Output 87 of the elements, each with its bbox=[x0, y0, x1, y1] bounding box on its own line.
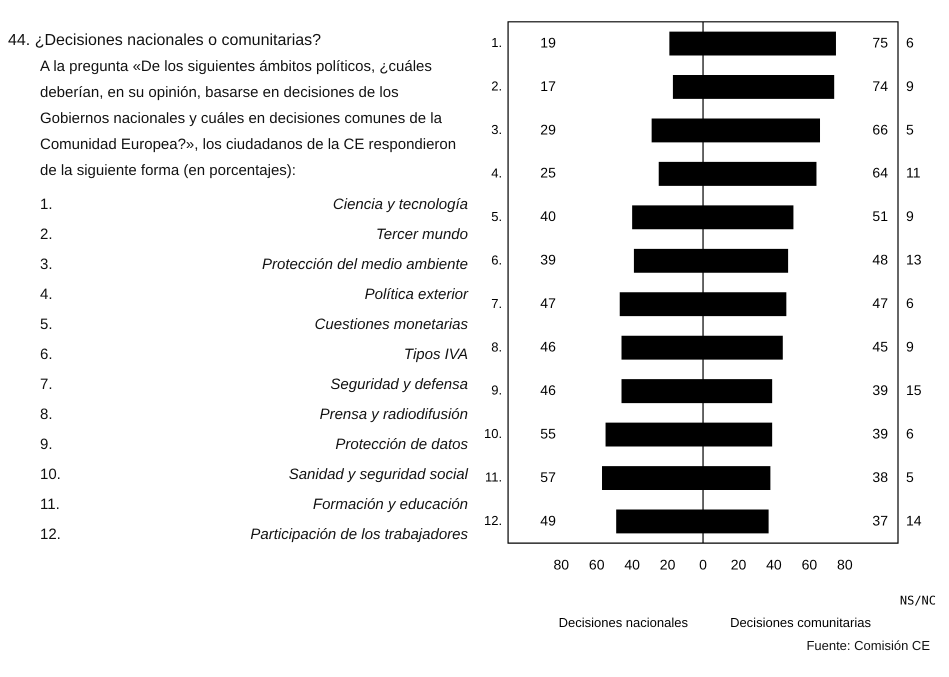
category-label: 2. bbox=[40, 226, 53, 243]
category-label: 5. bbox=[40, 316, 53, 333]
x-tick-label: 60 bbox=[802, 556, 818, 572]
category-label: 6. bbox=[40, 346, 53, 363]
text: A la pregunta «De los siguientes ámbitos políticos, ¿cuáles deberían, en su opinión, basarse en decisiones de los Gobiernos nacionales y cuáles en decisiones comunes de la Comunidad Europea?», los ciudadanos de la CE respondieron de la siguiente forma (en porcentajes): bbox=[39, 57, 458, 181]
y-tick-label: 4. bbox=[491, 165, 502, 180]
x-tick-label: 40 bbox=[766, 556, 782, 572]
category-label: 1. bbox=[40, 196, 53, 213]
data-label: 66 bbox=[872, 121, 888, 138]
text: Decisiones comunitarias bbox=[730, 614, 872, 630]
data-label: 57 bbox=[540, 468, 556, 485]
data-label: 17 bbox=[540, 78, 556, 94]
data-label: 64 bbox=[872, 164, 888, 181]
y-tick-label: 5. bbox=[491, 208, 502, 224]
data-label: 47 bbox=[540, 295, 556, 312]
category-label: 10. bbox=[40, 466, 61, 483]
text: Formación y educación bbox=[312, 495, 468, 515]
text: Seguridad y defensa bbox=[330, 375, 468, 395]
text: Decisiones nacionales bbox=[558, 614, 688, 630]
x-tick-label: 0 bbox=[699, 556, 708, 572]
text: 9 bbox=[906, 208, 914, 224]
text: 44. ¿Decisiones nacionales o comunitarias? bbox=[8, 31, 322, 51]
x-tick-label: 20 bbox=[660, 556, 676, 572]
data-label: 39 bbox=[540, 252, 556, 268]
text: Tercer mundo bbox=[376, 225, 468, 245]
data-label: 19 bbox=[540, 34, 556, 50]
text: Protección del medio ambiente bbox=[262, 255, 468, 275]
y-tick-label: 12. bbox=[484, 513, 502, 528]
text: 15 bbox=[906, 382, 922, 398]
x-tick-label: 60 bbox=[588, 556, 605, 572]
data-label: 40 bbox=[540, 208, 556, 224]
text: 13 bbox=[906, 252, 922, 268]
data-label: 49 bbox=[540, 512, 556, 528]
data-label: 38 bbox=[872, 468, 888, 485]
data-label: 39 bbox=[872, 425, 888, 442]
text: 14 bbox=[906, 512, 922, 528]
category-label: 4. bbox=[40, 286, 53, 303]
data-label: 51 bbox=[872, 208, 888, 224]
y-tick-label: 3. bbox=[491, 122, 502, 138]
y-tick-label: 10. bbox=[484, 426, 502, 442]
data-label: 46 bbox=[540, 382, 556, 398]
y-tick-label: 9. bbox=[491, 382, 502, 398]
data-label: 46 bbox=[540, 338, 556, 355]
data-label: 37 bbox=[872, 512, 888, 528]
y-tick-label: 2. bbox=[491, 78, 502, 94]
x-tick-label: 40 bbox=[624, 556, 640, 572]
data-label: 55 bbox=[540, 425, 556, 442]
text: Prensa y radiodifusión bbox=[320, 405, 468, 425]
text: Política exterior bbox=[364, 285, 468, 305]
text: 5 bbox=[906, 121, 914, 138]
x-tick-label: 80 bbox=[553, 556, 570, 572]
category-label: 12. bbox=[40, 526, 61, 543]
data-label: 29 bbox=[540, 121, 556, 138]
text: Protección de datos bbox=[335, 435, 468, 455]
x-tick-label: 20 bbox=[730, 556, 746, 572]
text: 6 bbox=[906, 425, 914, 442]
text: 6 bbox=[906, 295, 914, 312]
text: NS/NC bbox=[900, 593, 936, 608]
text: Tipos IVA bbox=[404, 345, 468, 365]
data-label: 45 bbox=[872, 338, 888, 355]
y-tick-label: 1. bbox=[491, 35, 502, 50]
text: 5 bbox=[906, 468, 914, 485]
category-label: 9. bbox=[40, 436, 53, 453]
text: 9 bbox=[906, 338, 914, 355]
category-label: 8. bbox=[40, 406, 53, 423]
text: 11 bbox=[906, 164, 921, 181]
y-tick-label: 11. bbox=[484, 470, 502, 485]
text: Sanidad y seguridad social bbox=[288, 465, 468, 485]
data-label: 48 bbox=[872, 252, 888, 268]
category-label: 11. bbox=[40, 496, 60, 513]
data-label: 74 bbox=[872, 78, 888, 94]
text: Ciencia y tecnología bbox=[332, 195, 468, 215]
source-note: Fuente: Comisión CE bbox=[805, 638, 931, 653]
data-label: 39 bbox=[872, 382, 888, 398]
text: 9 bbox=[906, 78, 914, 94]
text: 6 bbox=[906, 34, 914, 50]
data-label: 25 bbox=[540, 164, 556, 181]
y-tick-label: 7. bbox=[491, 296, 502, 311]
text: Cuestiones monetarias bbox=[314, 315, 468, 335]
category-label: 3. bbox=[40, 256, 53, 273]
text: Participación de los trabajadores bbox=[250, 525, 468, 545]
y-tick-label: 6. bbox=[491, 252, 502, 268]
x-tick-label: 80 bbox=[837, 556, 853, 572]
y-tick-label: 8. bbox=[491, 339, 502, 354]
data-label: 75 bbox=[872, 34, 888, 50]
data-label: 47 bbox=[872, 295, 888, 312]
category-label: 7. bbox=[40, 376, 53, 393]
